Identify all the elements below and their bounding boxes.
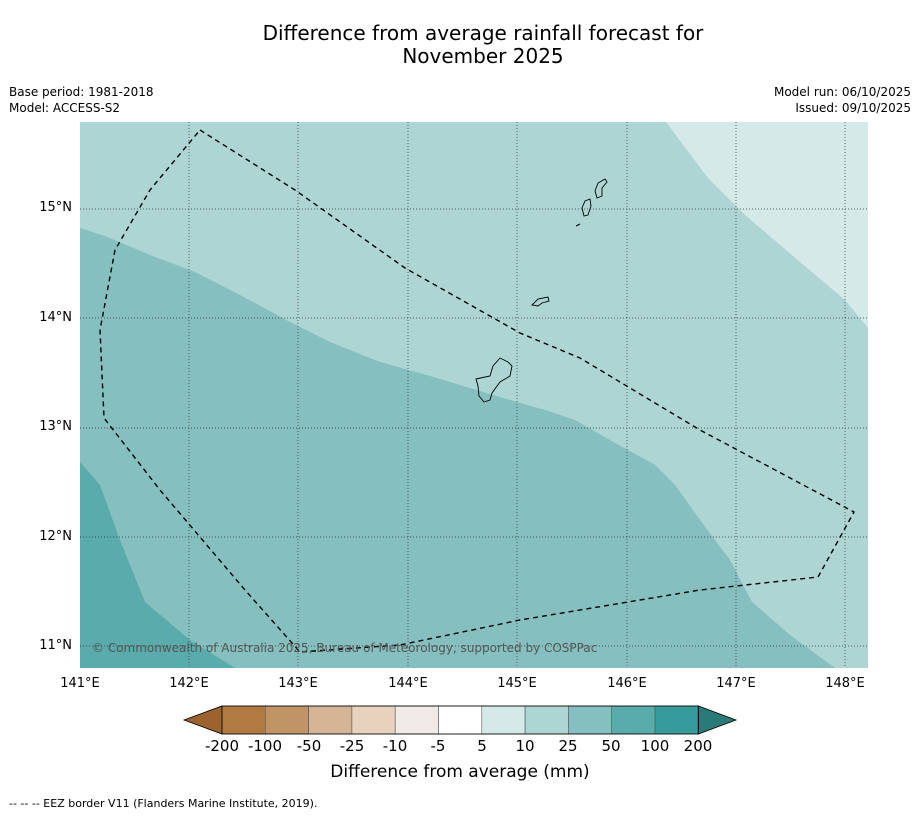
colorbar-segment (438, 705, 483, 735)
colorbar-tick: -25 (339, 737, 365, 755)
title-line-1: Difference from average rainfall forecas… (262, 21, 704, 45)
aguijan-island-outline (575, 223, 581, 227)
chart-title: Difference from average rainfall forecas… (0, 22, 919, 68)
rainfall-band-5-10 (666, 122, 868, 328)
base-period: Base period: 1981-2018 (9, 85, 154, 99)
lon-label-141e: 141°E (60, 676, 100, 691)
eez-legend-note: -- -- -- EEZ border V11 (Flanders Marine… (9, 797, 318, 810)
lat-label-11n: 11°N (39, 638, 72, 653)
title-line-2: November 2025 (402, 44, 564, 68)
saipan-island-outline (594, 178, 608, 199)
colorbar-tick: 10 (515, 737, 535, 755)
colorbar-segment (654, 705, 699, 735)
model-run: Model run: 06/10/2025 (773, 85, 911, 99)
colorbar-tick: -5 (430, 737, 446, 755)
meta-right: Model run: 06/10/2025 Issued: 09/10/2025 (774, 84, 911, 116)
lon-label-146e: 146°E (607, 676, 647, 691)
colorbar-segment (611, 705, 656, 735)
meta-left: Base period: 1981-2018 Model: ACCESS-S2 (9, 84, 154, 116)
lon-label-142e: 142°E (169, 676, 209, 691)
lon-label-145e: 145°E (497, 676, 537, 691)
rainfall-band-50-100 (80, 462, 235, 668)
tinian-island-outline (581, 198, 592, 217)
colorbar-segment (481, 705, 526, 735)
colorbar-tick: 50 (601, 737, 621, 755)
colorbar-tick: -200 (204, 737, 240, 755)
lat-label-14n: 14°N (39, 310, 72, 325)
colorbar-tick: -50 (296, 737, 322, 755)
colorbar-segment (264, 705, 309, 735)
lon-label-147e: 147°E (716, 676, 756, 691)
issued-date: Issued: 09/10/2025 (795, 101, 911, 115)
copyright-notice: © Commonwealth of Australia 2025, Bureau… (92, 641, 598, 655)
map-plot-area (80, 122, 868, 668)
map-gridlines (80, 122, 868, 668)
lon-label-143e: 143°E (278, 676, 318, 691)
lon-label-148e: 148°E (825, 676, 865, 691)
rota-island-outline (531, 296, 550, 307)
model-name: Model: ACCESS-S2 (9, 101, 121, 115)
lat-label-13n: 13°N (39, 419, 72, 434)
colorbar-frame (221, 705, 699, 735)
colorbar-extend-low (182, 705, 223, 735)
colorbar-extend-high (697, 705, 738, 735)
colorbar-segment (568, 705, 613, 735)
colorbar-segment (524, 705, 569, 735)
colorbar-tick: -100 (247, 737, 283, 755)
colorbar-segment (308, 705, 353, 735)
colorbar-segment (221, 705, 266, 735)
colorbar-tick: 200 (683, 737, 713, 755)
lon-label-144e: 144°E (388, 676, 428, 691)
lat-label-15n: 15°N (39, 200, 72, 215)
colorbar-tick: -10 (382, 737, 408, 755)
eez-border (99, 129, 855, 653)
rainfall-band-25-50 (80, 228, 835, 668)
colorbar-tick: 5 (477, 737, 487, 755)
colorbar (182, 705, 738, 735)
lat-label-12n: 12°N (39, 529, 72, 544)
colorbar-label: Difference from average (mm) (330, 762, 590, 782)
guam-island-outline (475, 357, 513, 403)
colorbar-segment (351, 705, 396, 735)
colorbar-tick: 100 (640, 737, 670, 755)
colorbar-segment (394, 705, 439, 735)
colorbar-tick: 25 (558, 737, 578, 755)
